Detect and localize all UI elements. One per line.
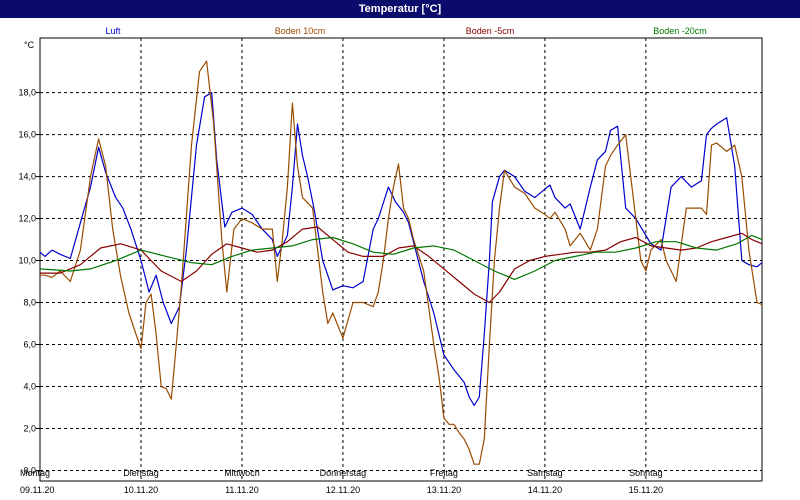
x-day-label: Samstag <box>527 468 563 478</box>
x-date-label: 13.11.20 <box>427 485 461 495</box>
y-axis-unit: °C <box>24 40 35 50</box>
x-axis-labels: Montag 09.11.20 Dienstag 10.11.20 Mittwoch 11… <box>20 468 663 495</box>
x-day-label: Montag <box>20 468 50 478</box>
series-lines <box>39 60 763 465</box>
x-day-label: Mittwoch <box>224 468 260 478</box>
x-date-label: 11.11.20 <box>225 485 259 495</box>
window-title-bar: Temperatur [°C] <box>0 0 800 18</box>
temperature-chart: 0,0 2,0 4,0 6,0 8,0 10,0 12,0 14,0 16,0 18,0 °C L… <box>18 26 763 495</box>
y-tick-label: 18,0 <box>18 88 36 98</box>
x-date-label: 14.11.20 <box>528 485 562 495</box>
grid-lines <box>40 38 762 481</box>
x-day-label: Dienstag <box>123 468 159 478</box>
series-line <box>40 226 763 304</box>
legend-entry: Boden 10cm <box>275 26 326 36</box>
x-date-label: 15.11.20 <box>629 485 663 495</box>
x-day-label: Donnerstag <box>320 468 367 478</box>
window-title: Temperatur [°C] <box>358 3 442 15</box>
y-tick-label: 10,0 <box>18 256 36 266</box>
y-tick-label: 12,0 <box>18 214 36 224</box>
x-date-label: 09.11.20 <box>20 485 54 495</box>
x-day-label: Freitag <box>430 468 458 478</box>
y-tick-label: 14,0 <box>18 172 36 182</box>
y-tick-label: 16,0 <box>18 130 36 140</box>
y-tick-label: 4,0 <box>23 382 36 392</box>
x-day-label: Sonntag <box>629 468 663 478</box>
legend-entry: Boden -5cm <box>466 26 515 36</box>
legend: Luft Boden 10cm Boden -5cm Boden -20cm <box>105 26 706 36</box>
y-tick-label: 6,0 <box>23 340 36 350</box>
y-tick-label: 2,0 <box>23 424 36 434</box>
series-line <box>39 234 763 280</box>
y-tick-label: 0,0 <box>23 466 36 476</box>
plot-area <box>39 37 763 482</box>
series-line <box>40 60 763 465</box>
y-axis-ticks: 0,0 2,0 4,0 6,0 8,0 10,0 12,0 14,0 16,0 18,0 <box>18 88 40 476</box>
x-date-label: 10.11.20 <box>124 485 158 495</box>
legend-entry: Luft <box>105 26 121 36</box>
series-line <box>39 91 763 406</box>
x-date-label: 12.11.20 <box>326 485 360 495</box>
legend-entry: Boden -20cm <box>653 26 707 36</box>
y-tick-label: 8,0 <box>23 298 36 308</box>
